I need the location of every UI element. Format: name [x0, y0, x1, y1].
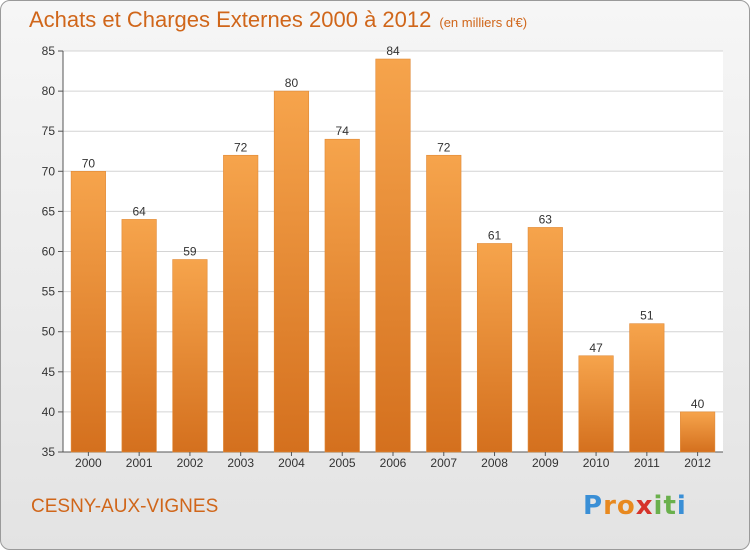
bar: [223, 154, 259, 453]
x-tick-label: 2003: [227, 456, 254, 470]
y-tick-label: 75: [42, 124, 56, 138]
data-label: 74: [336, 124, 350, 138]
x-tick-label: 2001: [126, 456, 153, 470]
y-tick-label: 55: [42, 285, 56, 299]
x-tick-label: 2005: [329, 456, 356, 470]
data-label: 72: [234, 140, 248, 154]
y-tick-label: 65: [42, 204, 56, 218]
y-tick-label: 80: [42, 84, 56, 98]
x-tick-label: 2009: [532, 456, 559, 470]
proxiti-logo: Proxiti: [583, 491, 687, 521]
bar: [324, 138, 360, 453]
bar: [476, 243, 513, 453]
logo-letter: x: [635, 491, 654, 521]
x-tick-label: 2007: [430, 456, 457, 470]
logo-letter: o: [616, 491, 636, 521]
data-label: 84: [386, 44, 400, 58]
bar: [426, 154, 462, 453]
data-label: 70: [82, 156, 96, 170]
x-tick-label: 2004: [278, 456, 305, 470]
data-label: 64: [132, 204, 146, 218]
x-tick-label: 2012: [684, 456, 711, 470]
x-tick-label: 2011: [634, 456, 660, 470]
bar: [680, 411, 716, 453]
chart-title-text: Achats et Charges Externes 2000 à 2012: [29, 7, 432, 32]
chart-title: Achats et Charges Externes 2000 à 2012 (e…: [29, 7, 527, 33]
bar: [172, 259, 208, 453]
data-label: 63: [539, 212, 553, 226]
logo-letter: i: [676, 491, 687, 521]
y-tick-label: 35: [42, 445, 56, 459]
y-tick-label: 70: [42, 164, 56, 178]
chart-subtitle: (en milliers d'€): [439, 15, 528, 30]
y-tick-label: 50: [42, 325, 56, 339]
bar: [527, 227, 563, 453]
y-tick-label: 40: [42, 405, 56, 419]
data-label: 47: [589, 341, 603, 355]
bar: [121, 219, 157, 453]
bar: [629, 323, 665, 453]
x-tick-label: 2006: [380, 456, 407, 470]
y-tick-label: 45: [42, 365, 56, 379]
bar: [70, 171, 106, 453]
logo-letter: t: [663, 491, 677, 521]
logo-letter: i: [653, 491, 664, 521]
logo-letter: r: [603, 491, 617, 521]
x-tick-label: 2002: [177, 456, 204, 470]
data-label: 51: [640, 309, 654, 323]
data-label: 80: [285, 76, 299, 90]
data-label: 59: [183, 245, 197, 259]
data-label: 72: [437, 140, 451, 154]
logo-letter: P: [583, 491, 604, 521]
bar: [273, 90, 310, 453]
x-tick-label: 2000: [75, 456, 102, 470]
x-tick-label: 2010: [583, 456, 610, 470]
data-label: 40: [691, 397, 705, 411]
y-tick-label: 85: [42, 44, 56, 58]
x-tick-label: 2008: [481, 456, 508, 470]
bar: [578, 355, 614, 453]
bar: [375, 58, 411, 453]
y-tick-label: 60: [42, 245, 56, 259]
commune-name: CESNY-AUX-VIGNES: [31, 496, 219, 517]
data-label: 61: [488, 228, 502, 242]
